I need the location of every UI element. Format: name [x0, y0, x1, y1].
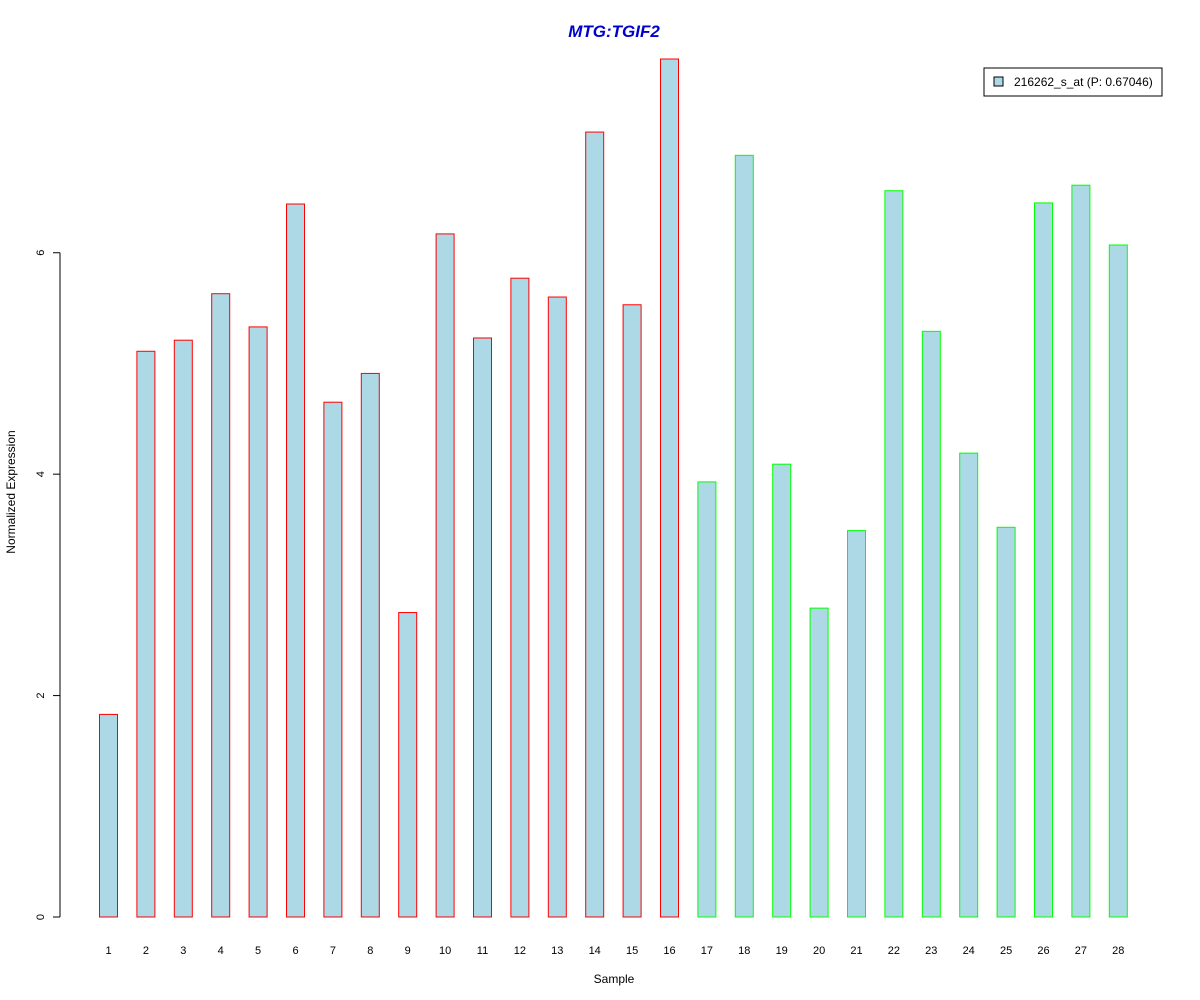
y-tick-label: 6: [35, 250, 47, 256]
bar-sample-28: [1108, 244, 1128, 918]
x-tick-label: 12: [514, 945, 526, 957]
bar-sample-16: [660, 58, 679, 918]
legend-box: [983, 67, 1163, 97]
x-tick-label: 2: [143, 945, 149, 957]
x-tick-label: 24: [963, 945, 975, 957]
bar-sample-26: [1034, 202, 1053, 918]
bar-sample-13: [547, 296, 567, 918]
x-tick-label: 22: [888, 945, 900, 957]
x-tick-label: 25: [1000, 945, 1012, 957]
bar-sample-24: [959, 452, 979, 918]
x-tick-label: 8: [367, 945, 373, 957]
x-tick-label: 3: [180, 945, 186, 957]
bar-sample-17: [697, 481, 717, 918]
x-tick-label: 6: [292, 945, 298, 957]
bar-sample-2: [136, 350, 156, 918]
x-tick-label: 15: [626, 945, 638, 957]
bar-sample-14: [585, 131, 605, 918]
bar-sample-23: [921, 330, 941, 918]
bar-sample-5: [248, 326, 268, 918]
x-tick-label: 14: [589, 945, 601, 957]
x-tick-label: 23: [925, 945, 937, 957]
chart-title: MTG:TGIF2: [568, 22, 660, 41]
bar-sample-18: [734, 154, 754, 918]
bar-sample-27: [1071, 184, 1091, 918]
x-tick-label: 7: [330, 945, 336, 957]
bar-sample-21: [847, 530, 866, 918]
x-tick-label: 20: [813, 945, 825, 957]
bar-sample-20: [809, 607, 829, 918]
y-tick-label: 2: [35, 693, 47, 699]
x-tick-label: 5: [255, 945, 261, 957]
bar-sample-12: [510, 277, 530, 918]
y-axis-label: Normalized Expression: [4, 430, 18, 553]
y-axis: 0 2 4 6: [35, 250, 61, 920]
legend: 216262_s_at (P: 0.67046): [983, 67, 1163, 97]
bar-sample-8: [360, 372, 380, 918]
x-tick-label: 18: [738, 945, 750, 957]
y-tick-label: 4: [35, 471, 47, 477]
x-tick-label: 16: [663, 945, 675, 957]
x-tick-label: 28: [1112, 945, 1124, 957]
x-tick-label: 26: [1037, 945, 1049, 957]
x-tick-label: 19: [776, 945, 788, 957]
bar-sample-1: [99, 713, 118, 918]
bars-group: [99, 58, 1128, 918]
x-axis-label: Sample: [594, 972, 635, 986]
x-tick-label: 11: [477, 945, 488, 957]
x-tick-labels: 1 2 3 4 5 6 7 8 9 10 11 12 13 14 15 16 17 18 19 20 21 22 23 24 2…: [105, 945, 1124, 957]
x-tick-label: 13: [551, 945, 563, 957]
bar-sample-19: [772, 463, 792, 918]
x-tick-label: 27: [1075, 945, 1087, 957]
x-tick-label: 10: [439, 945, 451, 957]
bar-sample-22: [884, 190, 904, 918]
bar-sample-25: [996, 526, 1016, 918]
bar-sample-15: [622, 304, 642, 918]
x-tick-label: 21: [850, 945, 862, 957]
bar-sample-4: [211, 293, 231, 918]
bar-sample-6: [286, 203, 305, 918]
bar-sample-10: [435, 233, 455, 918]
bar-sample-9: [398, 612, 418, 918]
y-tick-label: 0: [35, 914, 47, 920]
legend-label: 216262_s_at (P: 0.67046): [1014, 75, 1153, 89]
x-tick-label: 4: [218, 945, 224, 957]
legend-swatch: [993, 76, 1004, 87]
bar-sample-11: [473, 337, 492, 918]
x-tick-label: 9: [405, 945, 411, 957]
bar-sample-7: [323, 401, 343, 918]
bar-sample-3: [173, 339, 193, 918]
x-tick-label: 1: [105, 945, 111, 957]
x-tick-label: 17: [701, 945, 713, 957]
